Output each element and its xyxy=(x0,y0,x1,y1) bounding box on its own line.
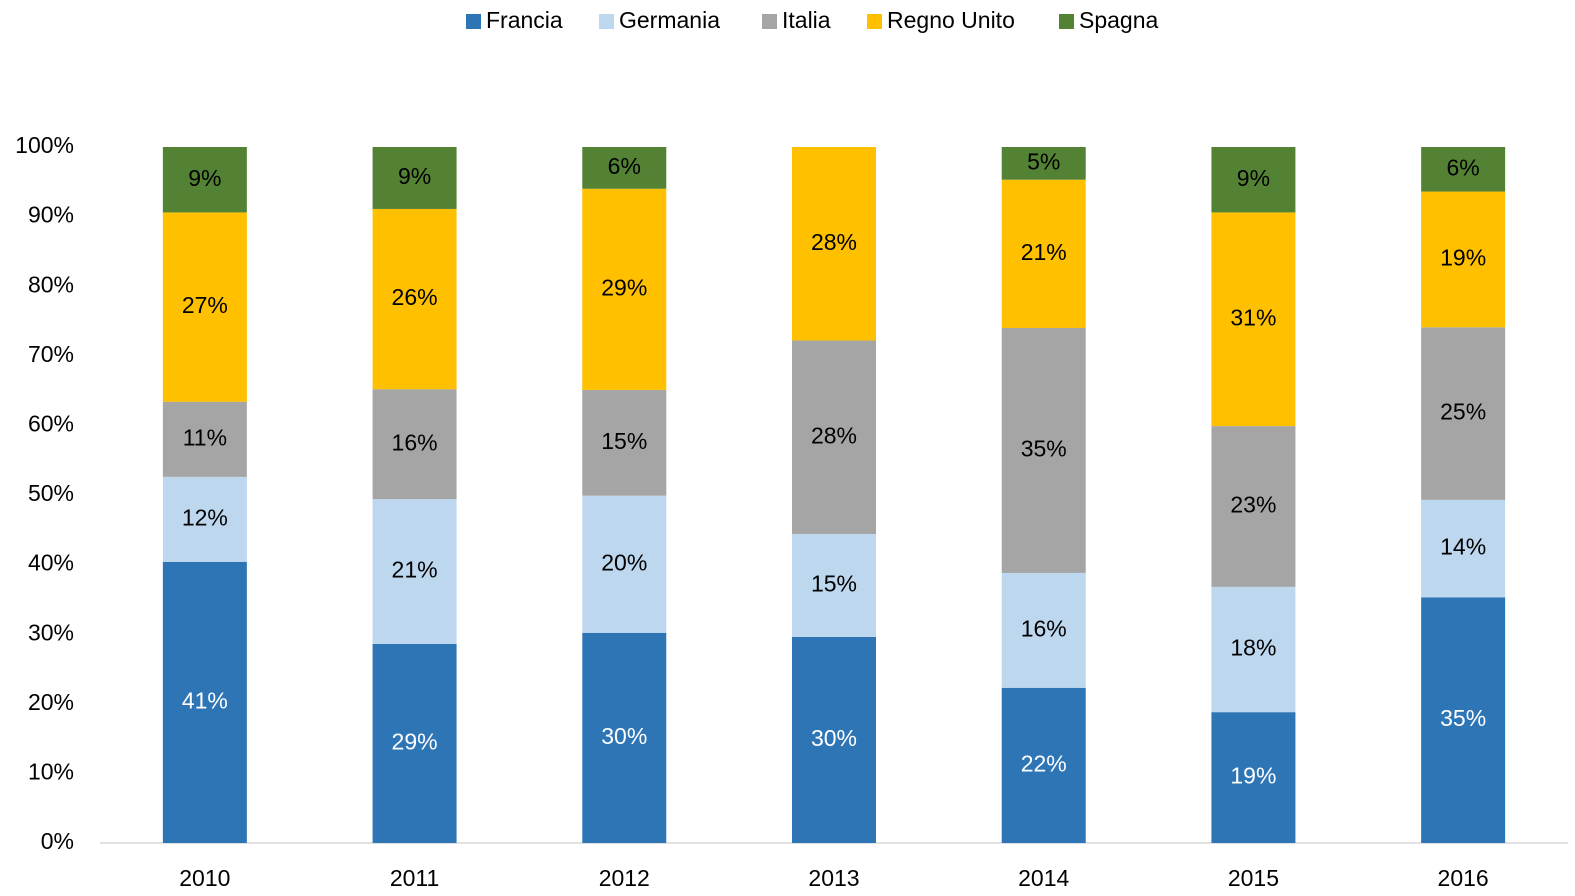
y-tick-label: 0% xyxy=(41,828,74,854)
data-label: 9% xyxy=(398,163,431,189)
legend-swatch xyxy=(762,14,777,29)
data-label: 21% xyxy=(1021,239,1067,265)
data-label: 14% xyxy=(1440,534,1486,560)
bar-segment xyxy=(1421,499,1506,598)
bar-segment xyxy=(162,401,247,477)
data-label: 19% xyxy=(1440,244,1486,270)
legend-label: Regno Unito xyxy=(887,7,1015,33)
data-label: 23% xyxy=(1230,492,1276,518)
bar-segment xyxy=(582,147,667,189)
bar-segment xyxy=(372,389,457,500)
data-label: 18% xyxy=(1230,635,1276,661)
y-tick-label: 30% xyxy=(28,619,74,645)
data-label: 16% xyxy=(392,429,438,455)
bar-segment xyxy=(582,495,667,633)
bar-segment xyxy=(792,340,876,534)
bar-segment xyxy=(1211,586,1296,713)
data-label: 22% xyxy=(1021,750,1067,776)
x-tick-label: 2014 xyxy=(1018,865,1069,891)
bar-segment xyxy=(582,632,667,843)
bar-segment xyxy=(162,147,247,213)
data-label: 27% xyxy=(182,292,228,318)
data-label: 30% xyxy=(811,725,857,751)
x-tick-label: 2012 xyxy=(599,865,650,891)
data-label: 20% xyxy=(601,549,647,575)
data-label: 9% xyxy=(188,165,221,191)
bar-segment xyxy=(162,561,247,843)
data-label: 9% xyxy=(1237,165,1270,191)
bar-segment xyxy=(162,476,247,562)
data-label: 30% xyxy=(601,723,647,749)
y-tick-label: 90% xyxy=(28,202,74,228)
bar-segment xyxy=(1421,597,1506,843)
legend-swatch xyxy=(599,14,614,29)
bar-segment xyxy=(372,643,457,843)
data-label: 31% xyxy=(1230,304,1276,330)
data-label: 28% xyxy=(811,229,857,255)
bar-segment xyxy=(1421,191,1506,328)
data-label: 6% xyxy=(1447,154,1480,180)
data-label: 5% xyxy=(1027,148,1060,174)
legend-label: Francia xyxy=(486,7,563,33)
data-label: 19% xyxy=(1230,763,1276,789)
y-tick-label: 20% xyxy=(28,689,74,715)
bar-segment xyxy=(792,533,876,637)
bar-segment xyxy=(1001,327,1086,573)
legend-swatch xyxy=(867,14,882,29)
legend-label: Germania xyxy=(619,7,720,33)
y-tick-label: 50% xyxy=(28,480,74,506)
data-label: 28% xyxy=(811,422,857,448)
y-tick-label: 40% xyxy=(28,550,74,576)
legend-swatch xyxy=(1059,14,1074,29)
data-label: 12% xyxy=(182,504,228,530)
y-tick-label: 10% xyxy=(28,758,74,784)
bar-segment xyxy=(1211,147,1296,213)
bar-segment xyxy=(1001,147,1086,180)
x-tick-label: 2013 xyxy=(808,865,859,891)
data-label: 35% xyxy=(1021,436,1067,462)
bar-segment xyxy=(372,147,457,209)
y-tick-label: 100% xyxy=(15,132,74,158)
x-tick-label: 2016 xyxy=(1438,865,1489,891)
data-label: 25% xyxy=(1440,399,1486,425)
bar-segment xyxy=(1421,147,1506,192)
bar-segment xyxy=(372,499,457,644)
bar-segment xyxy=(582,188,667,390)
bar-segment xyxy=(162,212,247,402)
bar-segment xyxy=(372,208,457,390)
bar-segment xyxy=(1001,179,1086,328)
bar-segment xyxy=(1421,327,1506,500)
bar-segment xyxy=(792,636,876,843)
data-label: 11% xyxy=(183,424,227,450)
x-tick-label: 2015 xyxy=(1228,865,1279,891)
bar-segment xyxy=(792,147,876,341)
bar-segment xyxy=(1001,572,1086,688)
data-label: 41% xyxy=(182,687,228,713)
data-label: 35% xyxy=(1440,705,1486,731)
data-label: 16% xyxy=(1021,615,1067,641)
bar-segment xyxy=(1211,212,1296,427)
data-label: 29% xyxy=(392,729,438,755)
data-label: 15% xyxy=(601,428,647,454)
bar-segment xyxy=(1211,426,1296,587)
data-label: 29% xyxy=(601,274,647,300)
y-tick-label: 80% xyxy=(28,271,74,297)
legend-label: Spagna xyxy=(1079,7,1159,33)
y-tick-label: 60% xyxy=(28,410,74,436)
data-label: 6% xyxy=(608,153,641,179)
bar-segment xyxy=(1211,712,1296,843)
bar-segment xyxy=(1001,687,1086,843)
x-tick-label: 2010 xyxy=(179,865,230,891)
data-label: 21% xyxy=(392,557,438,583)
y-tick-label: 70% xyxy=(28,341,74,367)
data-label: 26% xyxy=(392,284,438,310)
data-label: 15% xyxy=(811,571,857,597)
x-tick-label: 2011 xyxy=(390,865,439,891)
legend-label: Italia xyxy=(782,7,831,33)
legend-swatch xyxy=(466,14,481,29)
bar-segment xyxy=(582,389,667,496)
